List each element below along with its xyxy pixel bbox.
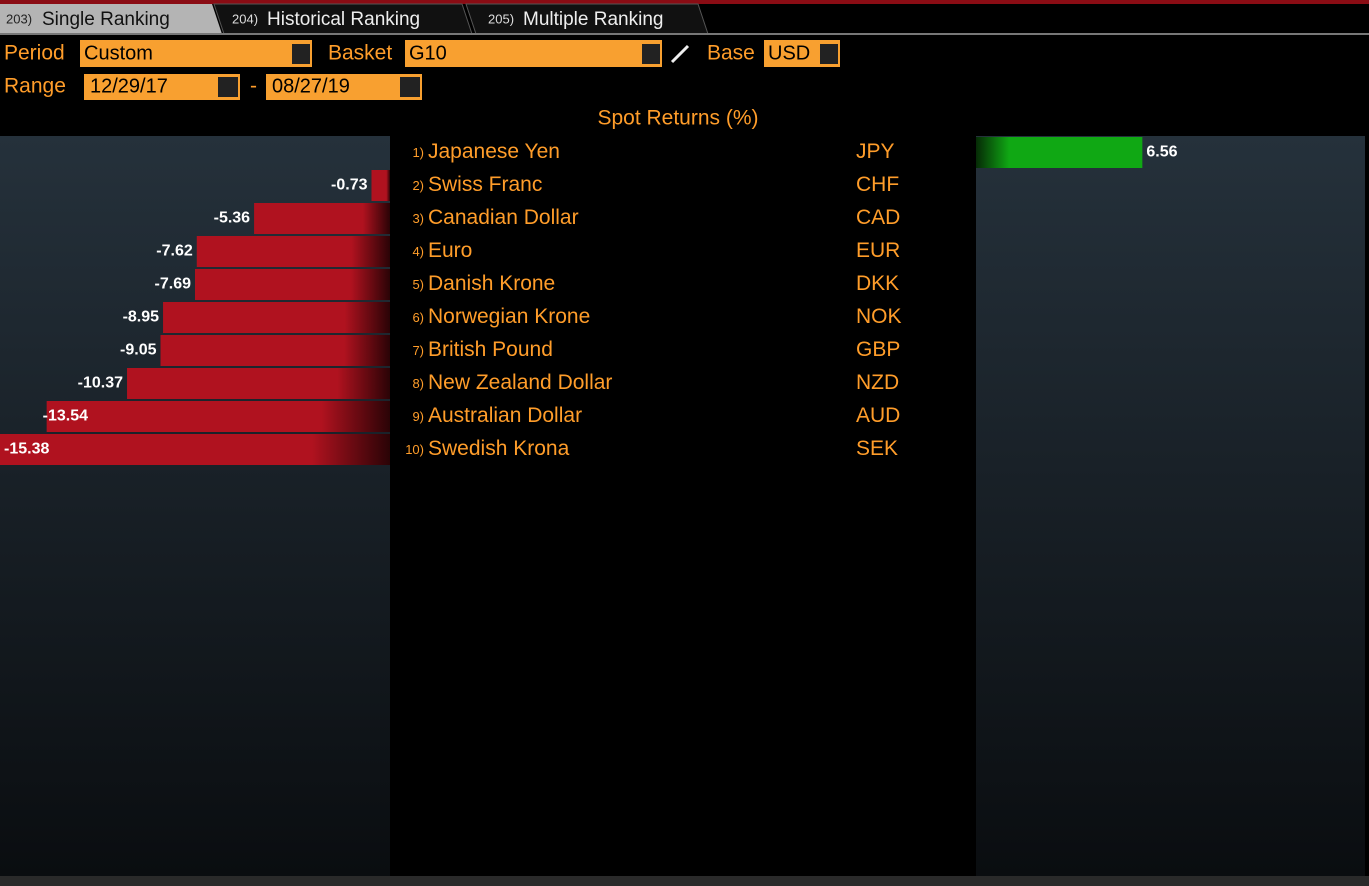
value-label: -0.73	[331, 177, 368, 194]
currency-code: NOK	[856, 305, 902, 328]
bar	[195, 269, 390, 300]
rank: 5)	[412, 277, 424, 292]
currency-code: DKK	[856, 272, 899, 295]
value-label: -8.95	[123, 309, 160, 326]
value-label: -13.54	[43, 408, 88, 425]
date-input[interactable]	[266, 74, 422, 100]
date-value: 12/29/17	[90, 75, 168, 97]
rank: 6)	[412, 310, 424, 325]
currency-name: Euro	[428, 239, 472, 262]
tab-number: 203)	[6, 11, 32, 26]
tab-label: Single Ranking	[42, 9, 170, 30]
calendar-icon[interactable]	[400, 77, 420, 97]
dropdown-value: USD	[768, 42, 810, 64]
label: Range	[4, 75, 66, 98]
value-label: -9.05	[120, 342, 157, 359]
currency-code: AUD	[856, 404, 900, 427]
currency-code: CHF	[856, 173, 899, 196]
value-label: -10.37	[78, 375, 123, 392]
currency-code: CAD	[856, 206, 900, 229]
rank: 10)	[405, 442, 424, 457]
positive-panel	[976, 136, 1365, 876]
dropdown-arrow[interactable]	[642, 44, 660, 64]
currency-name: Danish Krone	[428, 272, 555, 295]
value-label: 6.56	[1146, 144, 1177, 161]
currency-code: GBP	[856, 338, 900, 361]
edit-icon[interactable]	[670, 44, 690, 64]
dropdown-arrow[interactable]	[292, 44, 310, 64]
currency-name: Swedish Krona	[428, 437, 570, 460]
currency-code: JPY	[856, 140, 895, 163]
period-dropdown[interactable]	[80, 40, 312, 67]
currency-code: EUR	[856, 239, 900, 262]
currency-name: Japanese Yen	[428, 140, 560, 163]
rank: 3)	[412, 211, 424, 226]
tab-number: 205)	[488, 11, 514, 26]
value-label: -15.38	[4, 441, 49, 458]
currency-name: Swiss Franc	[428, 173, 542, 196]
currency-code: SEK	[856, 437, 898, 460]
basket-dropdown[interactable]	[405, 40, 662, 67]
bar	[46, 401, 391, 432]
bar	[371, 170, 390, 201]
label: Basket	[328, 42, 392, 65]
rank: 1)	[412, 145, 424, 160]
currency-name: New Zealand Dollar	[428, 371, 612, 394]
tab-number: 204)	[232, 11, 258, 26]
rank: 4)	[412, 244, 424, 259]
currency-code: NZD	[856, 371, 899, 394]
currency-name: Australian Dollar	[428, 404, 582, 427]
value-label: -5.36	[214, 210, 251, 227]
bar	[127, 368, 390, 399]
date-value: 08/27/19	[272, 75, 350, 97]
currency-name: British Pound	[428, 338, 553, 361]
bar	[254, 203, 390, 234]
value-label: -7.69	[155, 276, 192, 293]
separator: -	[250, 75, 257, 98]
currency-name: Canadian Dollar	[428, 206, 579, 229]
top-strip	[0, 0, 1369, 4]
bar	[160, 335, 390, 366]
date-input[interactable]	[84, 74, 240, 100]
bar	[196, 236, 390, 267]
dropdown-value: G10	[409, 42, 447, 64]
bar	[0, 434, 390, 465]
tab-active[interactable]	[0, 4, 222, 34]
bar	[163, 302, 390, 333]
rank: 9)	[412, 409, 424, 424]
bar	[976, 137, 1143, 168]
rank: 8)	[412, 376, 424, 391]
value-label: -7.62	[156, 243, 193, 260]
label: Period	[4, 42, 65, 65]
label: Base	[707, 42, 755, 65]
tab-label: Multiple Ranking	[523, 9, 663, 30]
rank: 7)	[412, 343, 424, 358]
rank: 2)	[412, 178, 424, 193]
calendar-icon[interactable]	[218, 77, 238, 97]
dropdown-arrow[interactable]	[820, 44, 838, 64]
chart-title: Spot Returns (%)	[597, 107, 758, 130]
currency-name: Norwegian Krone	[428, 305, 590, 328]
status-bar	[0, 876, 1369, 886]
tab-label: Historical Ranking	[267, 9, 420, 30]
dropdown-value: Custom	[84, 42, 153, 64]
